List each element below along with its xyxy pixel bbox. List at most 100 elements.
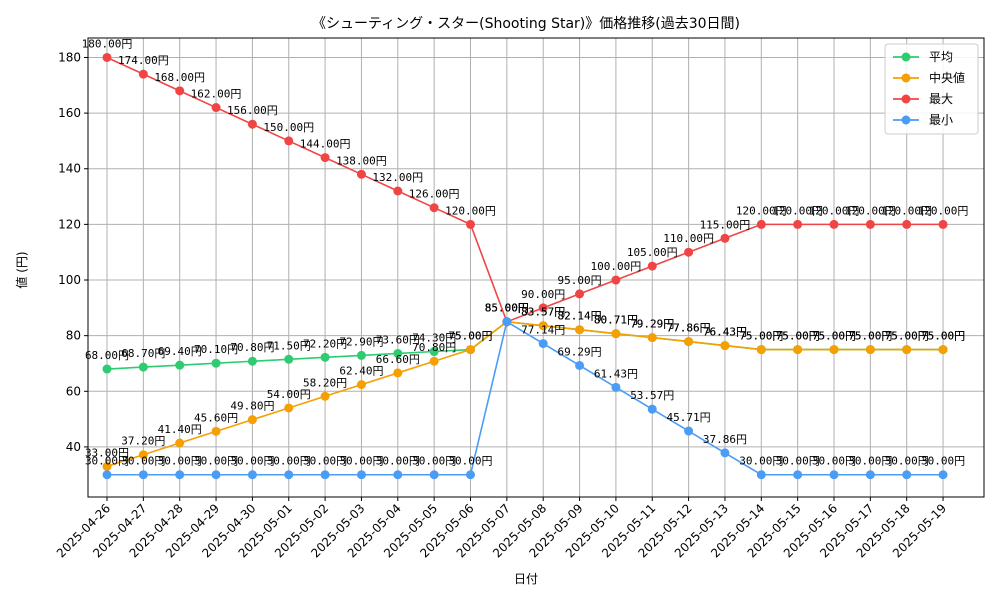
- data-point: [720, 233, 730, 243]
- data-point: [793, 470, 803, 480]
- data-label: 72.90円: [339, 335, 383, 348]
- data-label: 71.50円: [267, 339, 311, 352]
- data-label: 75.00円: [739, 330, 783, 343]
- data-label: 150.00円: [263, 121, 314, 134]
- data-label: 70.80円: [412, 341, 456, 354]
- data-label: 30.00円: [739, 455, 783, 468]
- data-label: 75.00円: [848, 330, 892, 343]
- data-point: [393, 368, 403, 378]
- data-point: [393, 470, 403, 480]
- data-label: 120.00円: [736, 204, 787, 217]
- data-point: [320, 470, 330, 480]
- data-point: [211, 103, 221, 113]
- data-label: 85.00円: [485, 302, 529, 315]
- data-point: [175, 470, 185, 480]
- data-point: [284, 136, 294, 146]
- data-label: 75.00円: [739, 330, 783, 343]
- data-label: 168.00円: [154, 71, 205, 84]
- data-label: 126.00円: [409, 188, 460, 201]
- data-label: 75.00円: [776, 330, 820, 343]
- legend-swatch-marker: [901, 94, 911, 104]
- data-point: [575, 360, 585, 370]
- data-label: 132.00円: [372, 171, 423, 184]
- data-point: [102, 52, 112, 62]
- data-point: [320, 391, 330, 401]
- data-label: 74.30円: [412, 332, 456, 345]
- legend-box: [884, 43, 979, 135]
- data-point: [466, 470, 475, 480]
- data-label: 77.86円: [667, 322, 711, 335]
- data-point: [247, 415, 257, 425]
- y-tick-label: 180: [58, 50, 81, 64]
- data-label: 120.00円: [809, 204, 860, 217]
- data-point: [429, 203, 439, 213]
- data-point: [684, 337, 694, 347]
- legend-label: 最小: [929, 113, 953, 127]
- data-label: 115.00円: [700, 218, 751, 231]
- data-label: 79.29円: [630, 318, 674, 331]
- data-point: [611, 275, 621, 285]
- data-point: [647, 333, 657, 343]
- data-label: 95.00円: [557, 274, 601, 287]
- data-point: [393, 348, 403, 358]
- data-label: 75.00円: [812, 330, 856, 343]
- data-label: 75.00円: [448, 330, 492, 343]
- data-point: [647, 404, 657, 414]
- data-point: [138, 69, 148, 79]
- data-point: [865, 345, 875, 355]
- data-point: [502, 317, 512, 327]
- legend-label: 最大: [929, 92, 953, 106]
- data-label: 68.00円: [85, 349, 129, 362]
- data-label: 54.00円: [267, 388, 311, 401]
- data-point: [102, 364, 112, 374]
- legend-swatch-marker: [901, 73, 911, 83]
- data-label: 70.80円: [230, 341, 274, 354]
- data-point: [902, 219, 912, 229]
- data-label: 73.60円: [376, 333, 420, 346]
- data-point: [284, 403, 294, 413]
- legend-item: 最小: [893, 113, 953, 127]
- data-label: 30.00円: [267, 455, 311, 468]
- data-label: 37.20円: [121, 435, 165, 448]
- data-point: [102, 461, 112, 471]
- legend-label: 平均: [929, 50, 953, 64]
- data-point: [793, 345, 803, 355]
- data-label: 75.00円: [885, 330, 929, 343]
- data-label: 83.57円: [521, 306, 565, 319]
- data-label: 30.00円: [85, 455, 129, 468]
- data-point: [865, 219, 875, 229]
- data-label: 80.71円: [594, 314, 638, 327]
- data-point: [138, 470, 148, 480]
- data-point: [247, 356, 257, 366]
- data-label: 33.00円: [85, 446, 129, 459]
- data-label: 30.00円: [921, 455, 965, 468]
- data-point: [575, 325, 585, 335]
- data-label: 30.00円: [158, 455, 202, 468]
- data-label: 77.14円: [521, 324, 565, 337]
- data-point: [356, 380, 366, 390]
- data-label: 180.00円: [82, 37, 133, 50]
- data-point: [538, 321, 548, 331]
- data-point: [865, 470, 875, 480]
- data-label: 30.00円: [776, 455, 820, 468]
- data-label: 30.00円: [376, 455, 420, 468]
- data-label: 105.00円: [627, 246, 678, 259]
- data-point: [938, 345, 948, 355]
- chart-title: 《シューティング・スター(Shooting Star)》価格推移(過去30日間): [312, 16, 740, 32]
- data-label: 72.20円: [303, 337, 347, 350]
- data-point: [211, 358, 221, 368]
- data-point: [284, 470, 294, 480]
- grid: [88, 38, 984, 497]
- series-line: [106, 56, 944, 323]
- data-label: 83.57円: [521, 306, 565, 319]
- series-lines: [102, 52, 948, 480]
- data-point: [756, 219, 766, 229]
- series-3: [102, 317, 948, 480]
- y-axis-title: 値 (円): [14, 251, 29, 288]
- data-label: 120.00円: [918, 204, 969, 217]
- data-label: 85.00円: [485, 302, 529, 315]
- legend-label: 中央値: [929, 70, 965, 85]
- data-label: 30.00円: [194, 455, 238, 468]
